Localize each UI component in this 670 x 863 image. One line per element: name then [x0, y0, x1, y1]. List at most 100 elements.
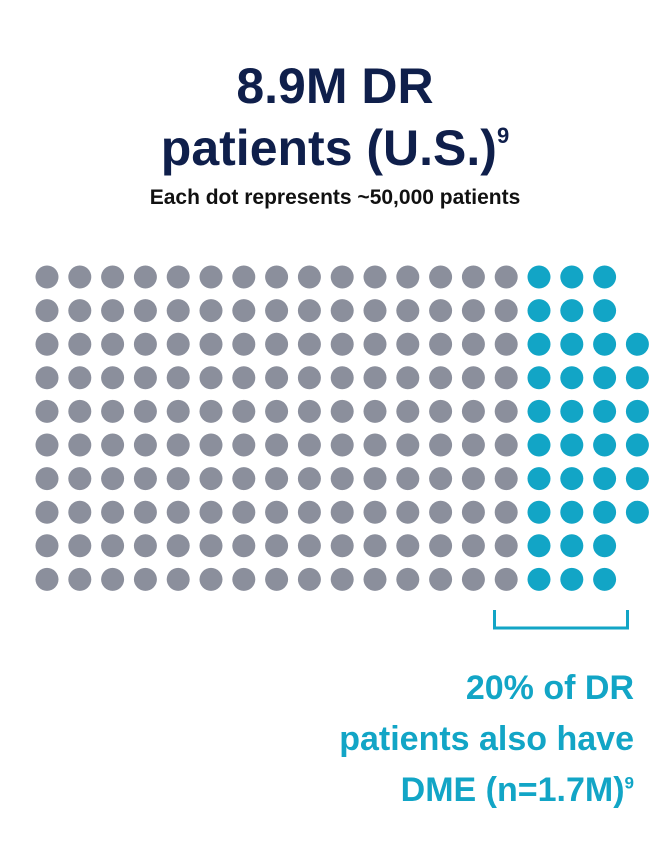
dr-patient-dot: [35, 433, 59, 457]
dme-patient-dot: [527, 567, 551, 591]
dme-bracket: [493, 610, 629, 630]
dr-patient-dot: [199, 467, 223, 491]
dr-patient-dot: [68, 366, 92, 390]
dr-patient-dot: [494, 500, 518, 524]
dr-patient-dot: [35, 366, 59, 390]
dme-patient-dot: [593, 399, 617, 423]
dr-patient-dot: [429, 399, 453, 423]
dr-patient-dot: [199, 366, 223, 390]
dr-patient-dot: [35, 265, 59, 289]
dr-patient-dot: [396, 433, 420, 457]
dr-patient-dot: [494, 433, 518, 457]
dr-patient-dot: [166, 366, 190, 390]
dme-patient-dot: [593, 265, 617, 289]
dr-patient-dot: [265, 265, 289, 289]
dme-patient-dot: [527, 265, 551, 289]
dme-patient-dot: [527, 332, 551, 356]
dr-patient-dot: [199, 265, 223, 289]
dr-patient-dot: [297, 433, 321, 457]
dr-patient-dot: [101, 399, 125, 423]
dr-patient-dot: [297, 500, 321, 524]
dr-patient-dot: [461, 265, 485, 289]
dme-patient-dot: [593, 467, 617, 491]
dr-patient-dot: [297, 366, 321, 390]
dr-patient-dot: [265, 500, 289, 524]
dme-patient-dot: [560, 332, 584, 356]
dr-patient-dot: [35, 399, 59, 423]
dr-patient-dot: [396, 567, 420, 591]
title-line-2: patients (U.S.): [160, 120, 497, 176]
dme-patient-dot: [593, 299, 617, 323]
dr-patient-dot: [494, 265, 518, 289]
dr-patient-dot: [133, 265, 157, 289]
dr-patient-dot: [297, 467, 321, 491]
dr-patient-dot: [297, 265, 321, 289]
waffle-chart: [35, 265, 649, 630]
dr-patient-dot: [396, 332, 420, 356]
dr-patient-dot: [101, 567, 125, 591]
dme-patient-dot: [625, 399, 649, 423]
dr-patient-dot: [166, 332, 190, 356]
dr-patient-dot: [166, 399, 190, 423]
dr-patient-dot: [232, 366, 256, 390]
dr-patient-dot: [461, 399, 485, 423]
dr-patient-dot: [133, 299, 157, 323]
dme-patient-dot: [560, 399, 584, 423]
dr-patient-dot: [396, 366, 420, 390]
dr-patient-dot: [363, 567, 387, 591]
dr-patient-dot: [363, 500, 387, 524]
dr-patient-dot: [199, 567, 223, 591]
dr-patient-dot: [101, 433, 125, 457]
dr-patient-dot: [232, 399, 256, 423]
dr-patient-dot: [166, 500, 190, 524]
dr-patient-dot: [199, 500, 223, 524]
dr-patient-dot: [35, 567, 59, 591]
dme-patient-dot: [560, 265, 584, 289]
dr-patient-dot: [429, 366, 453, 390]
dr-patient-dot: [363, 399, 387, 423]
dme-patient-dot: [625, 332, 649, 356]
dme-callout: 20% of DR patients also have DME (n=1.7M…: [254, 663, 634, 816]
title-line-1: 8.9M DR: [236, 58, 434, 114]
dr-patient-dot: [133, 534, 157, 558]
dr-patient-dot: [265, 299, 289, 323]
dme-patient-dot: [593, 366, 617, 390]
dr-patient-dot: [133, 399, 157, 423]
dr-patient-dot: [35, 332, 59, 356]
callout-line-1: 20% of DR: [465, 669, 634, 707]
dme-patient-dot: [593, 500, 617, 524]
dr-patient-dot: [133, 467, 157, 491]
dr-patient-dot: [429, 567, 453, 591]
dr-patient-dot: [297, 399, 321, 423]
dr-patient-dot: [363, 534, 387, 558]
dr-patient-dot: [265, 366, 289, 390]
dr-patient-dot: [363, 299, 387, 323]
dr-patient-dot: [199, 534, 223, 558]
dme-patient-dot: [560, 366, 584, 390]
dme-patient-dot: [560, 500, 584, 524]
dme-patient-dot: [560, 467, 584, 491]
callout-line-3: DME (n=1.7M): [400, 771, 625, 809]
dr-patient-dot: [35, 299, 59, 323]
dr-patient-dot: [265, 433, 289, 457]
dr-patient-dot: [101, 332, 125, 356]
title-footnote-ref: 9: [496, 123, 510, 149]
dr-patient-dot: [461, 467, 485, 491]
dr-patient-dot: [330, 332, 354, 356]
dr-patient-dot: [396, 467, 420, 491]
dme-patient-dot: [625, 366, 649, 390]
dr-patient-dot: [133, 366, 157, 390]
dr-patient-dot: [232, 500, 256, 524]
dr-patient-dot: [68, 467, 92, 491]
dr-patient-dot: [68, 433, 92, 457]
dr-patient-dot: [101, 299, 125, 323]
dr-patient-dot: [101, 467, 125, 491]
dr-patient-dot: [68, 299, 92, 323]
dr-patient-dot: [330, 500, 354, 524]
dr-patient-dot: [330, 567, 354, 591]
dme-patient-dot: [625, 500, 649, 524]
dr-patient-dot: [396, 534, 420, 558]
dme-patient-dot: [527, 366, 551, 390]
dr-patient-dot: [232, 567, 256, 591]
dr-patient-dot: [68, 332, 92, 356]
